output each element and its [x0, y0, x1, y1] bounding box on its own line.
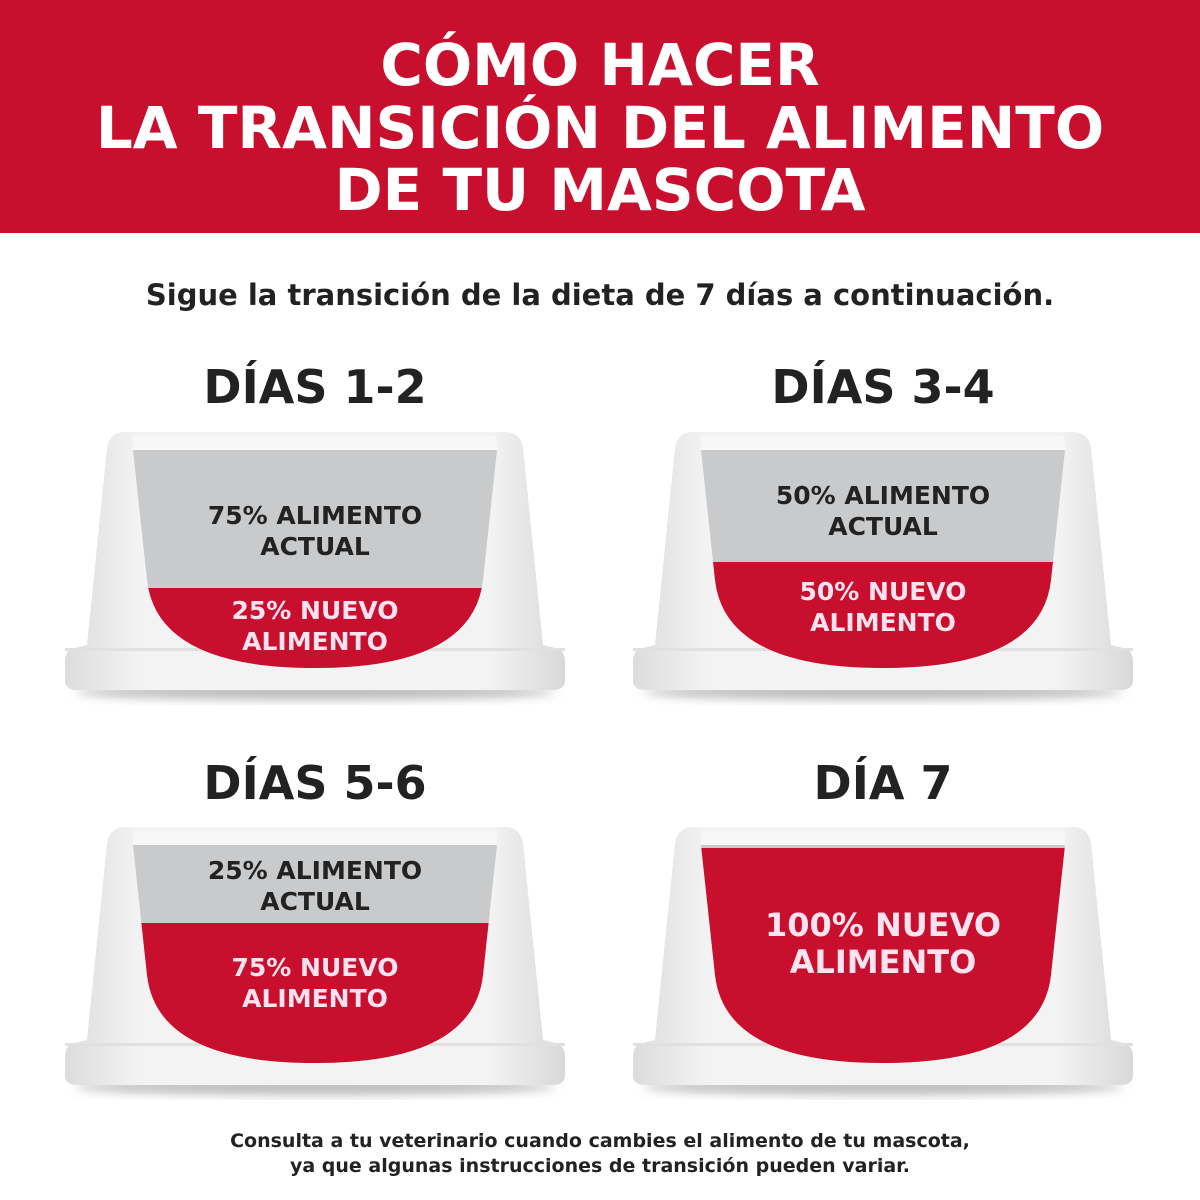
new-food-label: 75% NUEVO ALIMENTO	[65, 952, 565, 1014]
current-food-label: 25% ALIMENTO ACTUAL	[65, 855, 565, 917]
bowl-inner-rim	[133, 831, 497, 845]
stage-heading-1: DÍAS 1-2	[203, 360, 427, 414]
current-line-2: ACTUAL	[260, 887, 370, 916]
bowl-stage-4: 100% NUEVO ALIMENTO	[633, 825, 1133, 1100]
bowl-graphic	[65, 827, 565, 1095]
current-line-1: 50% ALIMENTO	[775, 481, 991, 510]
bowl-graphic	[633, 432, 1133, 700]
title-banner: CÓMO HACER LA TRANSICIÓN DEL ALIMENTO DE…	[0, 0, 1200, 233]
title-line-2: LA TRANSICIÓN DEL ALIMENTO	[95, 94, 1105, 162]
new-food-fill	[133, 923, 497, 1063]
subtitle: Sigue la transición de la dieta de 7 día…	[145, 278, 1055, 312]
new-line-1: 75% NUEVO	[231, 953, 399, 982]
new-line-2: ALIMENTO	[242, 984, 388, 1013]
bowl-stage-2: 50% ALIMENTO ACTUAL 50% NUEVO ALIMENTO	[633, 430, 1133, 705]
bowl-contents	[701, 845, 1065, 1063]
new-line-1: 100% NUEVO	[764, 906, 1002, 944]
bowl-stage-3: 25% ALIMENTO ACTUAL 75% NUEVO ALIMENTO	[65, 825, 565, 1100]
new-line-2: ALIMENTO	[242, 627, 388, 656]
bowl-graphic	[65, 432, 565, 700]
title-line-3: DE TU MASCOTA	[334, 156, 866, 224]
new-line-1: 25% NUEVO	[231, 596, 399, 625]
current-line-1: 75% ALIMENTO	[207, 501, 423, 530]
footer-line-1: Consulta a tu veterinario cuando cambies…	[230, 1130, 970, 1152]
current-food-label: 75% ALIMENTO ACTUAL	[65, 500, 565, 562]
title-line-1: CÓMO HACER	[380, 31, 820, 99]
new-food-label: 25% NUEVO ALIMENTO	[65, 595, 565, 657]
current-food-label: 50% ALIMENTO ACTUAL	[633, 480, 1133, 542]
bowl-inner-rim	[133, 436, 497, 450]
bowl-stage-1: 75% ALIMENTO ACTUAL 25% NUEVO ALIMENTO	[65, 430, 565, 705]
stage-heading-2: DÍAS 3-4	[771, 360, 995, 414]
bowl-contents	[133, 450, 497, 668]
new-line-2: ALIMENTO	[789, 943, 977, 981]
current-line-2: ACTUAL	[828, 512, 938, 541]
footer-line-2: ya que algunas instrucciones de transici…	[289, 1155, 911, 1177]
new-food-fill	[701, 848, 1065, 1063]
new-food-label: 100% NUEVO ALIMENTO	[633, 907, 1133, 981]
bowl-contents	[133, 845, 497, 1063]
new-line-1: 50% NUEVO	[799, 577, 967, 606]
stage-heading-3: DÍAS 5-6	[203, 756, 427, 810]
bowl-inner-rim	[701, 831, 1065, 845]
new-food-label: 50% NUEVO ALIMENTO	[633, 576, 1133, 638]
new-line-2: ALIMENTO	[810, 608, 956, 637]
bowl-contents	[701, 450, 1065, 668]
stage-heading-4: DÍA 7	[813, 756, 953, 810]
current-line-2: ACTUAL	[260, 532, 370, 561]
bowl-graphic	[633, 827, 1133, 1095]
bowl-inner-rim	[701, 436, 1065, 450]
current-line-1: 25% ALIMENTO	[207, 856, 423, 885]
